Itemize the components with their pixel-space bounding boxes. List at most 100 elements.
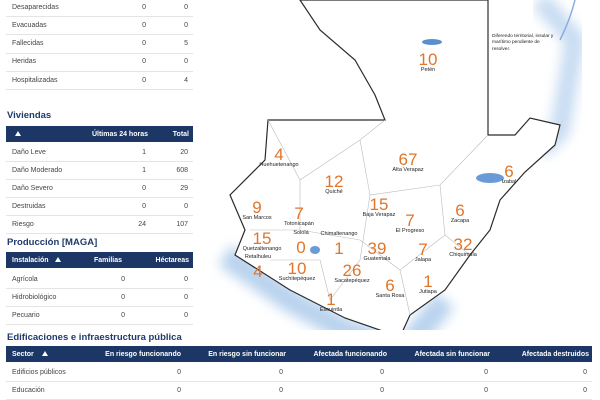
sort-icon[interactable]	[42, 351, 48, 356]
department-count: 39	[367, 239, 387, 258]
column-header: Instalación	[12, 256, 49, 264]
department-name: Baja Verapaz	[362, 212, 396, 218]
cell-value: 0	[142, 184, 146, 192]
department-name: Quiché	[325, 189, 343, 195]
cell-value: 0	[279, 386, 283, 394]
cell-value: 5	[184, 40, 188, 48]
cell-value: 4	[184, 76, 188, 84]
department-count: 1	[326, 290, 336, 309]
cell-value: 0	[484, 368, 488, 376]
department-name: San Marcos	[242, 215, 272, 221]
department-count: 67	[398, 150, 418, 169]
table-header	[6, 346, 592, 362]
department-count: 32	[453, 235, 473, 254]
map-note: Diferendo territorial, insular y marítim…	[492, 34, 554, 52]
department-name: Chiquimula	[449, 252, 477, 258]
row-separator	[6, 161, 193, 162]
lake	[476, 173, 504, 183]
cell-value: 0	[121, 311, 125, 319]
row-label: Evacuadas	[12, 21, 47, 29]
cell-value: 0	[184, 21, 188, 29]
section-title: Viviendas	[7, 110, 52, 121]
department-name: El Progreso	[395, 228, 425, 234]
department-name: Sololá	[293, 230, 309, 236]
column-header: Afectada funcionando	[313, 350, 387, 358]
sort-icon[interactable]	[15, 131, 21, 136]
coast	[559, 0, 576, 41]
row-label: Fallecidas	[12, 40, 44, 48]
department-name: Alta Verapaz	[392, 167, 424, 173]
department-count: 12	[324, 172, 344, 191]
sort-icon[interactable]	[55, 257, 61, 262]
pacific-shade	[218, 245, 455, 330]
row-separator	[6, 288, 193, 289]
department-name: Jalapa	[414, 257, 432, 263]
column-header: Sector	[12, 350, 34, 358]
department-count: 4	[253, 262, 263, 281]
department-name: Jutiapa	[419, 289, 437, 295]
cell-value: 0	[142, 21, 146, 29]
row-label: Pecuario	[12, 311, 40, 319]
cell-value: 0	[583, 368, 587, 376]
lake	[422, 39, 442, 45]
department-count: 15	[252, 229, 272, 248]
department-name: Huehuetenango	[259, 162, 299, 168]
department-name: Totonicapán	[284, 221, 314, 227]
section-title: Producción [MAGA]	[7, 237, 98, 248]
cell-value: 0	[380, 368, 384, 376]
cell-value: 29	[180, 184, 188, 192]
cell-value: 0	[484, 386, 488, 394]
row-label: Educación	[12, 386, 45, 394]
cell-value: 0	[184, 202, 188, 210]
column-header: En riesgo sin funcionar	[208, 350, 286, 358]
row-separator	[6, 179, 193, 180]
department-count: 6	[504, 162, 514, 181]
section-title: Edificaciones e infraestructura pública	[7, 332, 182, 343]
row-label: Hidrobiológico	[12, 293, 57, 301]
cell-value: 24	[138, 220, 146, 228]
column-header: Afectada destruidos	[521, 350, 589, 358]
cell-value: 608	[176, 166, 188, 174]
column-header: En riesgo funcionando	[105, 350, 181, 358]
department-count: 1	[423, 272, 433, 291]
row-label: Riesgo	[12, 220, 34, 228]
row-label: Heridas	[12, 58, 37, 66]
row-separator	[6, 233, 193, 234]
cell-value: 0	[184, 58, 188, 66]
column-header: Familias	[94, 256, 123, 264]
row-separator	[6, 34, 193, 36]
row-separator	[6, 16, 193, 17]
department-count: 15	[369, 195, 389, 214]
row-label: Destruidas	[12, 202, 46, 210]
department-name: Escuintla	[319, 307, 343, 313]
department-count: 7	[294, 204, 304, 223]
lake	[310, 246, 320, 254]
cell-value: 0	[583, 386, 587, 394]
cell-value: 0	[177, 386, 181, 394]
row-label: Desaparecidas	[12, 3, 59, 11]
column-header: Afectada sin funcionar	[414, 350, 490, 358]
department-name: Quetzaltenango	[242, 246, 282, 252]
cell-value: 0	[184, 311, 188, 319]
row-separator	[6, 89, 193, 91]
department-name: Santa Rosa	[375, 293, 405, 299]
row-label: Hospitalizadas	[12, 76, 58, 84]
row-label: Daño Severo	[12, 184, 53, 192]
cell-value: 1	[142, 148, 146, 156]
department-name: Suchitepéquez	[278, 276, 316, 282]
row-label: Daño Moderado	[12, 166, 63, 174]
cell-value: 0	[121, 293, 125, 301]
column-header: Últimas 24 horas	[91, 130, 148, 138]
department-name: Chimaltenango	[320, 231, 358, 237]
department-count: 7	[405, 211, 415, 230]
department-name: Petén	[420, 67, 436, 73]
column-header: Total	[172, 130, 189, 138]
department-name: Retalhuleu	[244, 254, 272, 260]
row-label: Agrícola	[12, 275, 38, 283]
department-count: 26	[342, 261, 362, 280]
row-separator	[6, 197, 193, 198]
department-name: Izabal	[501, 179, 517, 185]
cell-value: 0	[279, 368, 283, 376]
department-count: 9	[252, 198, 262, 217]
